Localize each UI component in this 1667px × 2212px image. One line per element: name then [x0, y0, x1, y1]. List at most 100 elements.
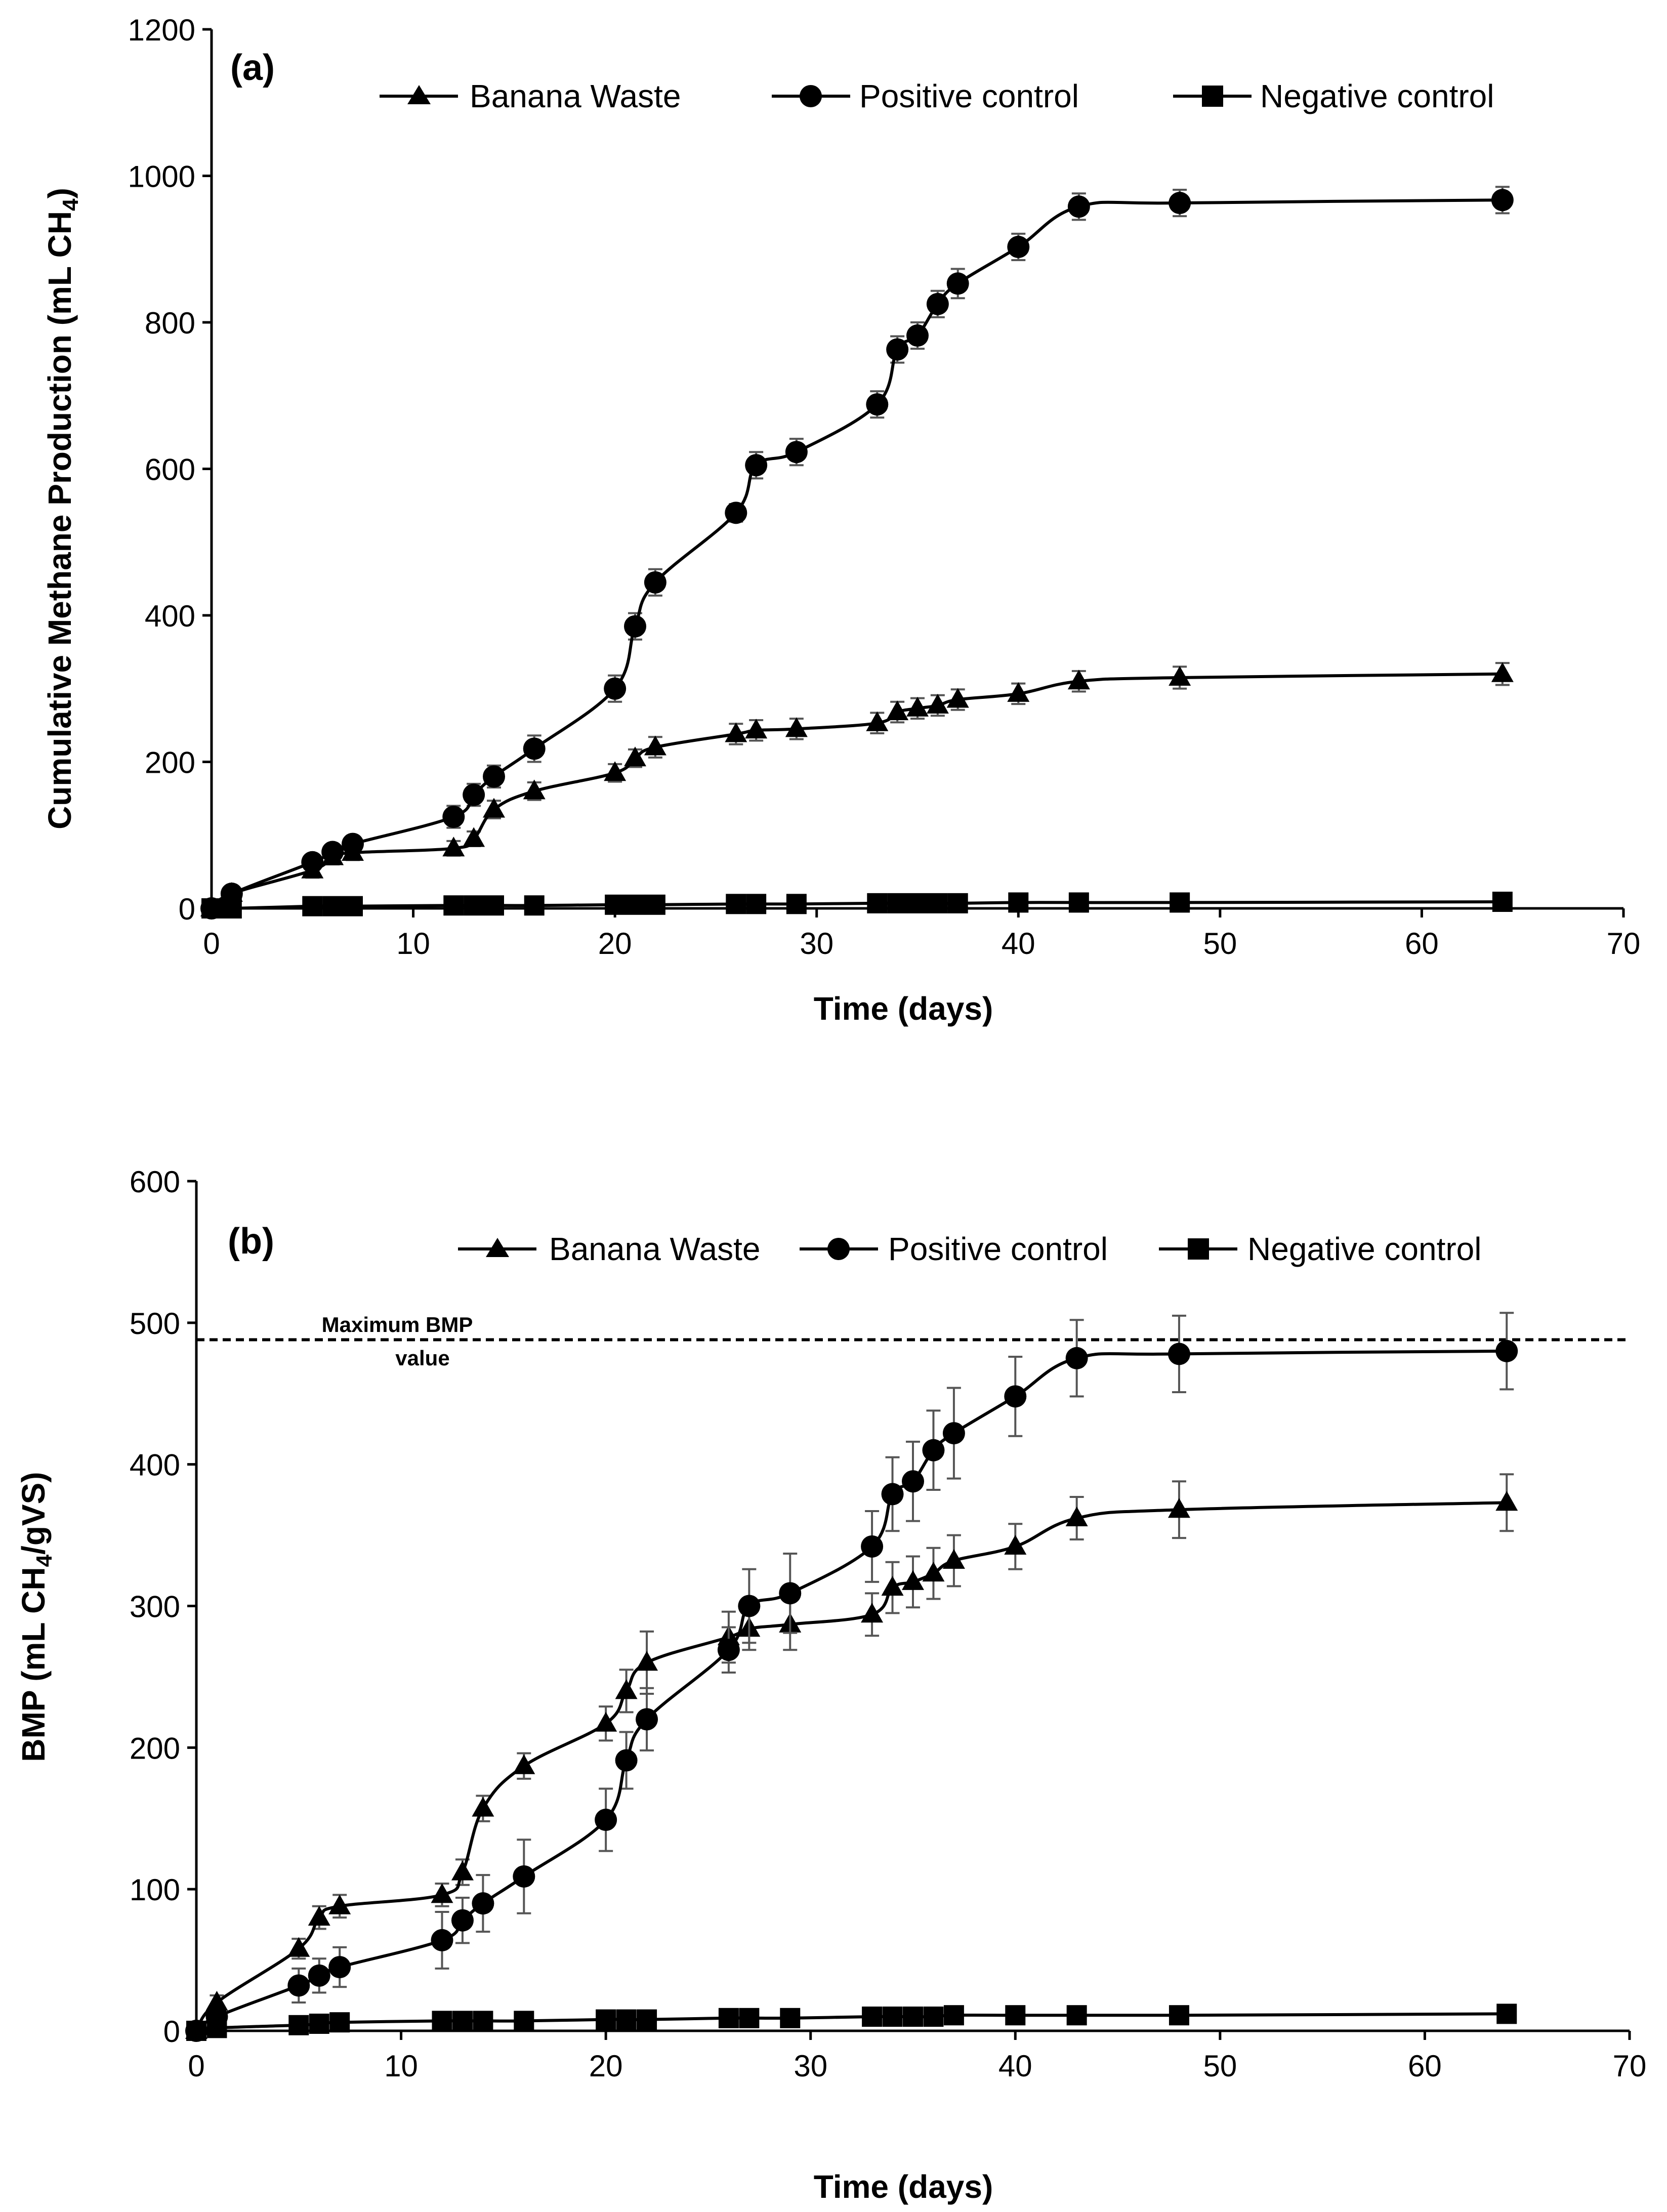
panel-a-x-tick-label: 20 — [598, 927, 632, 961]
data-point-circle — [881, 1483, 904, 1506]
data-point-triangle — [926, 694, 949, 714]
data-point-square — [862, 2007, 883, 2027]
data-point-triangle — [886, 700, 909, 721]
data-point-triangle — [287, 1937, 310, 1957]
data-point-square — [186, 2021, 206, 2041]
legend-positive-control-label: Positive control — [888, 1231, 1108, 1267]
data-point-circle — [1065, 1347, 1088, 1369]
data-point-square — [514, 2011, 534, 2031]
data-point-circle — [442, 806, 465, 828]
legend-negative-control-square-icon — [1202, 86, 1223, 107]
data-point-triangle — [483, 798, 505, 818]
legend-banana-waste-label: Banana Waste — [549, 1231, 760, 1267]
panel-b-label: (b) — [228, 1221, 274, 1262]
data-point-circle — [523, 737, 546, 760]
data-point-circle — [624, 615, 646, 638]
panel-a-x-tick-label: 70 — [1607, 927, 1641, 961]
data-point-circle — [431, 1929, 453, 1951]
panel-b-x-tick-label: 60 — [1408, 2049, 1442, 2083]
data-point-circle — [866, 393, 889, 416]
data-point-triangle — [902, 1570, 924, 1590]
panel-a-legend: Banana Waste Positive control Negative c… — [380, 78, 1494, 114]
panel-b-y-tick-label: 100 — [130, 1873, 180, 1907]
data-point-triangle — [431, 1883, 453, 1903]
data-point-circle — [942, 1422, 965, 1445]
panel-a-x-tick-label: 30 — [800, 927, 833, 961]
data-point-square — [288, 2015, 309, 2035]
data-point-circle — [1169, 192, 1191, 215]
data-point-triangle — [1168, 1498, 1190, 1518]
data-point-square — [452, 2011, 473, 2031]
panel-b-x-tick-label: 40 — [998, 2049, 1032, 2083]
data-point-triangle — [328, 1894, 351, 1914]
data-point-circle — [301, 851, 324, 873]
data-point-square — [329, 2012, 350, 2033]
panel-b-series-positive-control — [185, 1312, 1518, 2042]
data-point-square — [206, 2018, 227, 2038]
data-point-circle — [604, 677, 627, 700]
data-point-triangle — [942, 1549, 965, 1569]
data-point-circle — [922, 1439, 945, 1462]
data-point-circle — [1007, 235, 1030, 258]
data-point-square — [1169, 2005, 1189, 2026]
panel-b-y-tick-label: 0 — [163, 2015, 180, 2049]
legend-negative-control-square-icon — [1188, 1238, 1209, 1260]
panel-b-y-tick-label: 400 — [130, 1448, 180, 1482]
data-point-circle — [1067, 195, 1090, 218]
data-point-triangle — [308, 1906, 330, 1926]
data-point-triangle — [442, 837, 465, 857]
data-point-triangle — [745, 719, 768, 739]
data-point-circle — [451, 1909, 474, 1932]
data-point-square — [625, 894, 645, 915]
data-point-square — [443, 895, 464, 916]
panel-a-label: (a) — [230, 48, 275, 88]
data-point-triangle — [636, 1651, 658, 1671]
panel-a-y-tick-label: 1200 — [128, 13, 195, 47]
panel-a-x-axis-title: Time (days) — [814, 990, 993, 1027]
data-point-circle — [926, 293, 949, 315]
data-point-square — [786, 894, 807, 914]
panel-b-y-tick-label: 600 — [130, 1165, 180, 1199]
data-point-square — [645, 894, 665, 915]
legend-positive-control-circle-icon — [800, 85, 822, 107]
data-point-triangle — [1004, 1534, 1027, 1555]
data-point-circle — [861, 1535, 884, 1558]
panel-a-y-tick-label: 1000 — [128, 160, 195, 194]
panel-b-y-tick-label: 200 — [130, 1731, 180, 1765]
panel-b-x-axis-title: Time (days) — [814, 2168, 993, 2205]
legend-positive-control-circle-icon — [827, 1238, 850, 1260]
panel-a-x-tick-label: 10 — [396, 927, 430, 961]
legend-banana-waste-triangle-icon — [407, 85, 431, 104]
data-point-triangle — [906, 696, 929, 717]
data-point-square — [1008, 892, 1029, 913]
panel-b-x-tick-label: 10 — [384, 2049, 418, 2083]
legend-banana-waste-triangle-icon — [486, 1238, 509, 1257]
data-point-square — [726, 894, 746, 914]
data-point-square — [637, 2009, 657, 2030]
panel-b-x-tick-label: 20 — [589, 2049, 623, 2083]
data-point-square — [201, 898, 222, 919]
data-point-triangle — [463, 827, 485, 847]
panel-a-series-positive-control — [200, 186, 1514, 920]
data-point-circle — [513, 1865, 535, 1888]
data-point-triangle — [725, 722, 747, 742]
panel-b-series-banana-waste — [185, 1473, 1518, 2039]
data-point-square — [484, 895, 504, 916]
data-point-circle — [321, 841, 344, 863]
panel-a-y-tick-label: 800 — [145, 306, 195, 340]
data-point-square — [322, 896, 343, 916]
data-point-circle — [636, 1708, 658, 1731]
data-point-square — [605, 894, 626, 915]
data-point-triangle — [881, 1576, 904, 1596]
data-point-circle — [644, 571, 666, 594]
data-point-triangle — [513, 1754, 535, 1774]
panel-b-y-tick-label: 500 — [130, 1307, 180, 1341]
data-point-square — [927, 893, 948, 913]
data-point-circle — [483, 765, 505, 788]
panel-b-y-axis-title: BMP (mL CH4/gVS) — [15, 1472, 57, 1762]
data-point-triangle — [861, 1603, 884, 1623]
data-point-square — [596, 2009, 616, 2030]
panel-b-series-negative-control — [186, 2004, 1517, 2041]
data-point-circle — [1168, 1343, 1190, 1365]
data-point-square — [616, 2009, 637, 2030]
